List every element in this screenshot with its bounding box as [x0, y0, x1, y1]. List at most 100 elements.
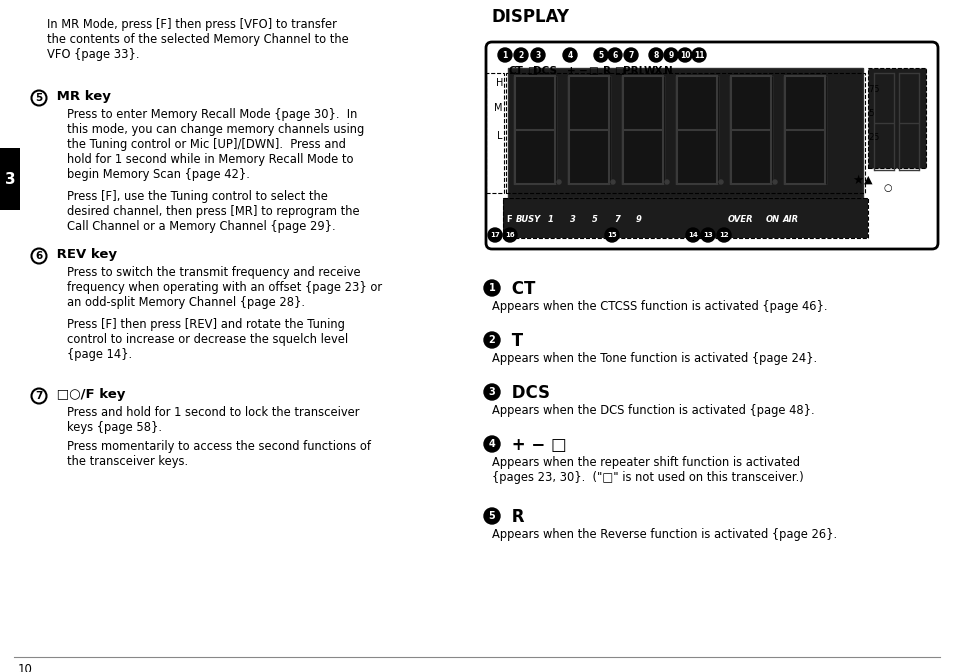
Text: 3: 3	[535, 50, 540, 60]
Text: R: R	[505, 508, 524, 526]
Circle shape	[483, 332, 499, 348]
Text: 3: 3	[488, 387, 495, 397]
Bar	[566, 76, 610, 184]
Text: ○: ○	[882, 183, 891, 193]
FancyBboxPatch shape	[485, 42, 937, 249]
Bar	[728, 76, 772, 184]
Text: Press and hold for 1 second to lock the transceiver
keys {page 58}.: Press and hold for 1 second to lock the …	[67, 406, 359, 434]
Circle shape	[610, 180, 615, 184]
Text: BUSY: BUSY	[516, 216, 540, 224]
Text: 17: 17	[490, 232, 499, 238]
Text: Appears when the repeater shift function is activated
{pages 23, 30}.  ("□" is n: Appears when the repeater shift function…	[492, 456, 803, 484]
Text: CT: CT	[505, 280, 535, 298]
Text: + − □: + − □	[505, 436, 566, 454]
Text: Press [F] then press [REV] and rotate the Tuning
control to increase or decrease: Press [F] then press [REV] and rotate th…	[67, 318, 348, 361]
Text: □○/F key: □○/F key	[52, 388, 125, 401]
Text: 11: 11	[693, 50, 703, 60]
Text: 5: 5	[592, 216, 598, 224]
Text: DISPLAY: DISPLAY	[492, 8, 569, 26]
Circle shape	[502, 228, 517, 242]
Text: 7: 7	[628, 50, 633, 60]
Text: □: □	[614, 66, 623, 76]
Text: Appears when the DCS function is activated {page 48}.: Appears when the DCS function is activat…	[492, 404, 814, 417]
Circle shape	[772, 180, 776, 184]
Circle shape	[664, 180, 668, 184]
Text: 4: 4	[567, 50, 572, 60]
Circle shape	[607, 48, 621, 62]
Text: 2: 2	[488, 335, 495, 345]
Text: F: F	[505, 216, 511, 224]
Text: Appears when the Tone function is activated {page 24}.: Appears when the Tone function is activa…	[492, 352, 817, 365]
Circle shape	[483, 508, 499, 524]
Text: 3: 3	[5, 171, 15, 187]
Text: 10: 10	[18, 663, 32, 672]
Text: 1: 1	[488, 283, 495, 293]
Circle shape	[604, 228, 618, 242]
Text: □: □	[587, 66, 598, 76]
Circle shape	[557, 180, 560, 184]
Text: +: +	[566, 66, 575, 76]
Text: R: R	[602, 66, 610, 76]
Text: 4: 4	[488, 439, 495, 449]
Text: −: −	[578, 66, 587, 76]
Text: MR key: MR key	[52, 90, 111, 103]
Text: 7: 7	[35, 391, 43, 401]
Text: 75: 75	[867, 85, 879, 95]
Text: 5: 5	[35, 93, 43, 103]
Bar	[0, 148, 20, 210]
Text: 13: 13	[702, 232, 712, 238]
Circle shape	[719, 180, 722, 184]
Bar	[620, 76, 664, 184]
Text: In MR Mode, press [F] then press [VFO] to transfer
the contents of the selected : In MR Mode, press [F] then press [VFO] t…	[47, 18, 349, 61]
Text: 6: 6	[612, 50, 617, 60]
Text: 9: 9	[668, 50, 673, 60]
Text: 5: 5	[867, 108, 873, 118]
Circle shape	[483, 436, 499, 452]
Circle shape	[488, 228, 501, 242]
Text: □: □	[527, 66, 537, 76]
Circle shape	[483, 280, 499, 296]
Text: Press to enter Memory Recall Mode {page 30}.  In
this mode, you can change memor: Press to enter Memory Recall Mode {page …	[67, 108, 364, 181]
Text: T: T	[505, 332, 522, 350]
Text: PRI: PRI	[622, 66, 642, 76]
Text: 12: 12	[719, 232, 728, 238]
Circle shape	[497, 48, 512, 62]
Circle shape	[623, 48, 638, 62]
Bar	[507, 68, 862, 198]
Text: CT: CT	[508, 66, 523, 76]
Text: WX: WX	[642, 66, 662, 76]
Text: L: L	[497, 131, 502, 141]
Text: 5: 5	[598, 50, 603, 60]
Text: 10: 10	[679, 50, 690, 60]
Circle shape	[514, 48, 527, 62]
Text: 15: 15	[606, 232, 617, 238]
Text: ON: ON	[765, 216, 780, 224]
Circle shape	[700, 228, 714, 242]
Text: Appears when the CTCSS function is activated {page 46}.: Appears when the CTCSS function is activ…	[492, 300, 826, 313]
Text: 2: 2	[517, 50, 523, 60]
Circle shape	[594, 48, 607, 62]
Text: H: H	[496, 78, 502, 88]
Text: 1: 1	[547, 216, 554, 224]
Bar	[675, 76, 719, 184]
Text: OVER: OVER	[727, 216, 753, 224]
Text: 25: 25	[867, 134, 879, 142]
Text: Press momentarily to access the second functions of
the transceiver keys.: Press momentarily to access the second f…	[67, 440, 371, 468]
Text: 9: 9	[636, 216, 641, 224]
Text: ▲: ▲	[862, 175, 871, 185]
Circle shape	[648, 48, 662, 62]
Text: 3: 3	[569, 216, 576, 224]
Text: 6: 6	[35, 251, 43, 261]
Text: DCS: DCS	[533, 66, 557, 76]
Text: M: M	[494, 103, 502, 113]
Bar	[782, 76, 826, 184]
Text: 8: 8	[653, 50, 658, 60]
Text: 14: 14	[687, 232, 698, 238]
Circle shape	[562, 48, 577, 62]
Bar	[502, 198, 867, 238]
Circle shape	[531, 48, 544, 62]
Text: REV key: REV key	[52, 248, 117, 261]
Circle shape	[663, 48, 678, 62]
Circle shape	[717, 228, 730, 242]
Text: DCS: DCS	[505, 384, 550, 402]
